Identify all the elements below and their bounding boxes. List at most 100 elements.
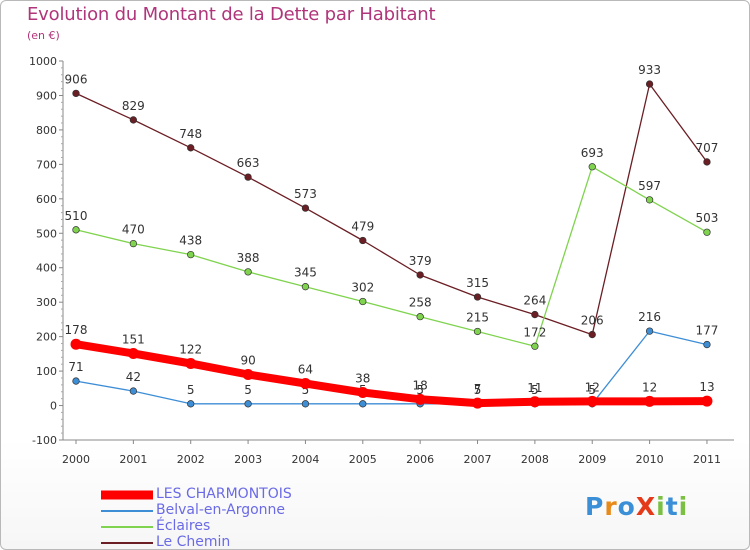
data-label: 216	[638, 310, 661, 324]
x-tick-label: 2003	[234, 453, 262, 466]
x-tick-label: 2006	[406, 453, 434, 466]
data-label: 693	[581, 146, 604, 160]
data-label: 510	[65, 209, 88, 223]
legend-label: LES CHARMONTOIS	[156, 486, 292, 502]
y-tick-label: 1000	[29, 55, 57, 68]
data-label: 12	[585, 380, 600, 394]
data-label: 12	[642, 380, 657, 394]
chart-subtitle: (en €)	[27, 29, 60, 42]
y-tick-label: 100	[36, 365, 57, 378]
data-label: 5	[302, 383, 310, 397]
data-point	[357, 386, 369, 398]
data-point	[645, 80, 654, 88]
data-label: 7	[474, 382, 482, 396]
data-point	[472, 397, 484, 409]
logo-letter: i	[678, 492, 689, 521]
data-point	[701, 395, 713, 407]
logo-letter: t	[665, 492, 679, 521]
data-label: 503	[696, 211, 719, 225]
data-label: 258	[409, 296, 432, 310]
x-tick-label: 2009	[578, 453, 606, 466]
x-tick-label: 2002	[177, 453, 205, 466]
data-point	[359, 297, 367, 306]
logo-letter: o	[617, 492, 636, 521]
data-point	[187, 400, 195, 408]
data-label: 315	[466, 276, 489, 290]
data-label: 64	[298, 362, 313, 376]
data-label: 345	[294, 266, 317, 280]
data-label: 573	[294, 187, 317, 201]
y-tick-label: -100	[32, 434, 57, 447]
data-point	[645, 327, 654, 335]
data-label: 933	[638, 63, 661, 77]
data-point	[645, 196, 654, 204]
data-point	[703, 158, 711, 166]
data-point	[185, 358, 197, 370]
x-tick-label: 2004	[291, 453, 319, 466]
y-tick-label: 900	[36, 89, 57, 102]
x-tick-label: 2005	[349, 453, 377, 466]
data-label: 379	[409, 254, 432, 268]
series-line	[75, 166, 708, 347]
data-point	[529, 396, 541, 408]
data-point	[416, 271, 424, 279]
data-label: 215	[466, 310, 489, 324]
logo-letter: X	[635, 492, 657, 521]
legend-label: Le Chemin	[156, 534, 231, 550]
data-point	[644, 395, 656, 407]
data-label: 151	[122, 333, 145, 347]
data-label: 177	[696, 324, 719, 338]
data-label: 264	[523, 294, 546, 308]
data-label: 178	[65, 323, 88, 337]
y-tick-label: 400	[36, 262, 57, 275]
data-label: 597	[638, 179, 661, 193]
data-point	[301, 204, 310, 212]
data-label: 38	[355, 371, 370, 385]
data-point	[127, 348, 139, 360]
logo-letter: r	[604, 492, 618, 521]
data-label: 206	[581, 314, 604, 328]
data-label: 663	[237, 156, 260, 170]
data-point	[301, 283, 310, 291]
y-tick-label: 700	[36, 158, 57, 171]
data-label: 5	[187, 383, 195, 397]
legend-label: Belval-en-Argonne	[156, 502, 286, 518]
data-point	[187, 144, 195, 152]
data-label: 5	[588, 383, 596, 397]
data-point	[359, 400, 367, 408]
data-label: 829	[122, 99, 145, 113]
y-tick-label: 500	[36, 227, 57, 240]
y-tick-label: 0	[50, 400, 57, 413]
data-point	[244, 268, 252, 276]
data-label: 71	[68, 360, 83, 374]
x-tick-label: 2010	[636, 453, 664, 466]
data-label: 172	[523, 325, 546, 339]
y-tick-label: 800	[36, 124, 57, 137]
data-point	[129, 387, 138, 395]
data-point	[242, 369, 254, 381]
data-point	[703, 340, 711, 349]
data-point	[129, 239, 138, 248]
y-tick-label: 600	[36, 193, 57, 206]
x-tick-label: 2008	[521, 453, 549, 466]
data-label: 438	[179, 234, 202, 248]
data-point	[473, 327, 482, 336]
data-label: 122	[179, 343, 202, 357]
data-point	[187, 250, 195, 259]
data-point	[244, 173, 252, 181]
proxiti-logo: ProXiti	[585, 492, 688, 521]
data-label: 5	[416, 383, 424, 397]
data-point	[72, 89, 80, 98]
data-label: 388	[237, 251, 260, 265]
data-label: 748	[179, 127, 202, 141]
data-label: 13	[699, 380, 714, 394]
data-point	[72, 226, 80, 234]
data-point	[588, 163, 596, 171]
data-point	[586, 395, 598, 407]
series-line	[75, 83, 708, 336]
data-label: 42	[126, 370, 141, 384]
data-point	[70, 338, 82, 350]
x-tick-label: 2001	[119, 453, 147, 466]
